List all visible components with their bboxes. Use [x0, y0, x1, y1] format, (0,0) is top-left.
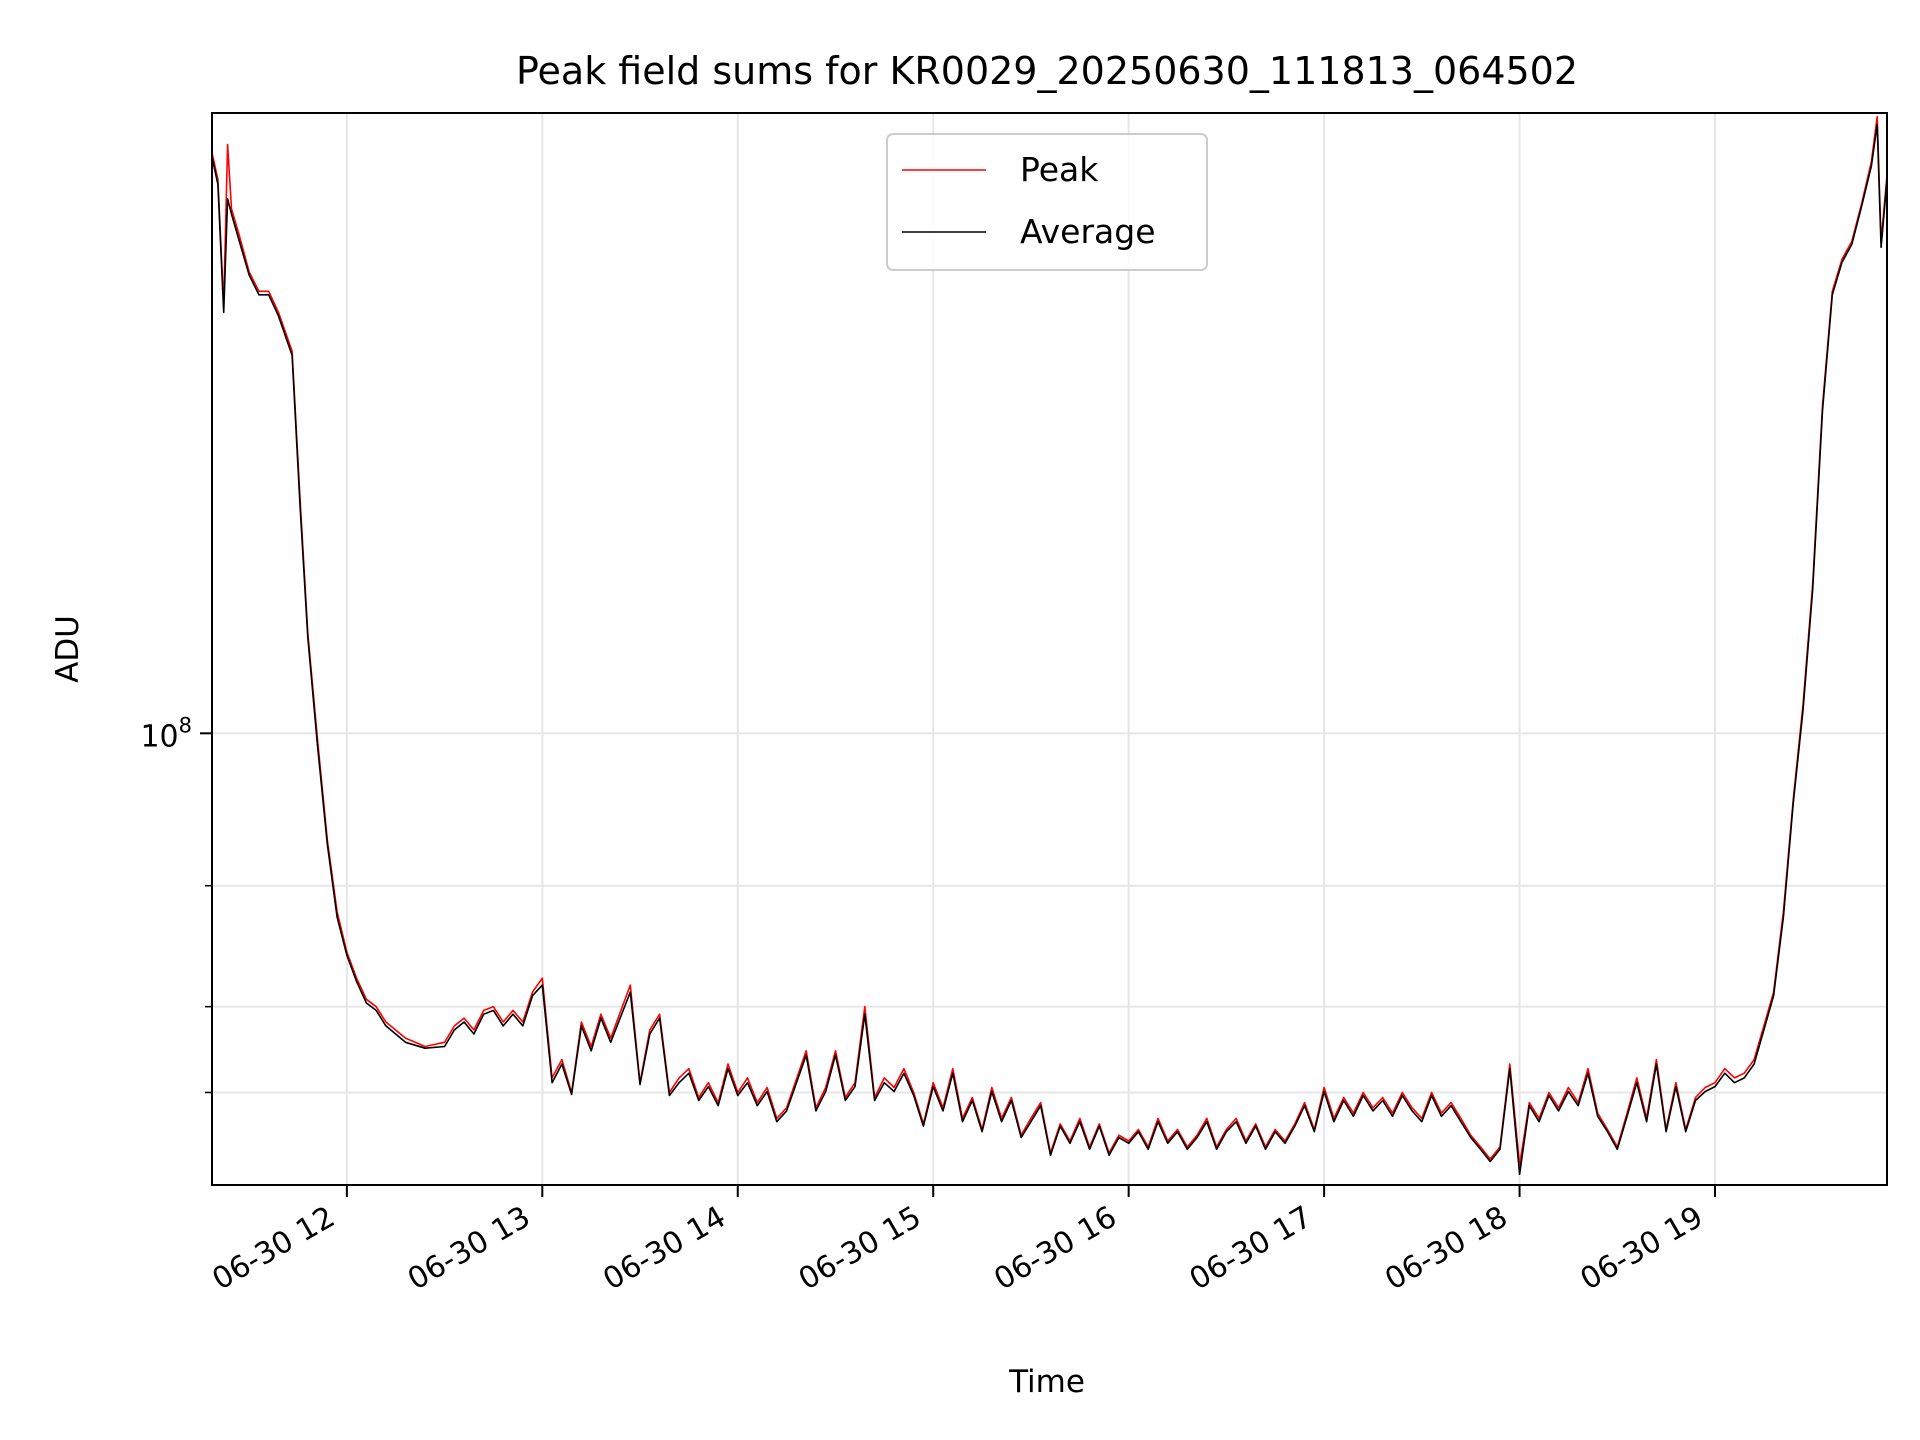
y-tick-label: 108 [140, 713, 192, 754]
y-axis-title: ADU [50, 615, 86, 683]
plot-frame [211, 112, 1888, 1186]
legend-label-average: Average [1020, 212, 1156, 251]
grid [212, 113, 1887, 1185]
chart-title: Peak field sums for KR0029_20250630_1118… [516, 49, 1578, 93]
series-line-peak [211, 116, 1888, 1167]
legend: Peak Average [886, 133, 1208, 271]
x-axis-title: Time [1008, 1364, 1085, 1400]
legend-label-peak: Peak [1020, 150, 1099, 189]
series-line-average [211, 123, 1888, 1176]
legend-box [886, 133, 1208, 271]
series-lines [211, 116, 1888, 1176]
